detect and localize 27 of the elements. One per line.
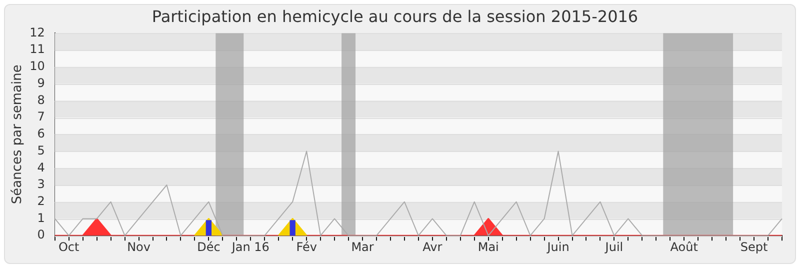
x-tick-label: Déc — [197, 240, 220, 254]
y-tick-label: 12 — [30, 25, 45, 40]
y-tick-label: 8 — [37, 92, 45, 107]
x-tick-label: Jan 16 — [230, 240, 270, 254]
y-tick-label: 2 — [37, 194, 45, 208]
x-tick-label: Avr — [422, 240, 442, 254]
y-tick-label: 6 — [37, 126, 45, 141]
y-tick-label: 4 — [37, 160, 45, 174]
y-tick-label: 7 — [37, 110, 45, 124]
x-tick-label: Août — [670, 240, 698, 254]
y-tick-label: 9 — [37, 76, 45, 90]
x-tick-label: Nov — [127, 240, 150, 254]
x-tick-label: Juil — [604, 240, 624, 254]
y-tick-label: 0 — [37, 228, 45, 242]
y-tick-label: 10 — [30, 59, 45, 74]
chart-title: Participation en hemicycle au cours de la session 2015-2016 — [152, 6, 638, 26]
x-tick-label: Mai — [478, 240, 499, 254]
y-axis-title: Séances par semaine — [10, 64, 26, 204]
y-tick-label: 1 — [37, 210, 45, 225]
x-tick-label: Juin — [546, 240, 570, 254]
y-tick-label: 11 — [30, 42, 45, 56]
x-tick-label: Sept — [740, 240, 768, 254]
y-tick-label: 3 — [37, 177, 45, 192]
y-tick-label: 5 — [37, 143, 45, 158]
x-tick-label: Fév — [296, 240, 317, 254]
x-tick-label: Mar — [351, 240, 374, 254]
x-tick-label: Oct — [58, 240, 80, 254]
